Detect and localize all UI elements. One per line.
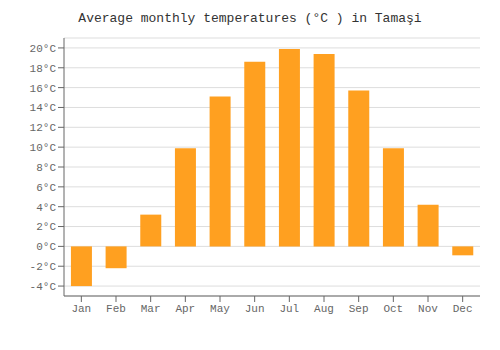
svg-text:-4°C: -4°C [30, 281, 57, 293]
svg-text:Mar: Mar [141, 303, 161, 315]
svg-text:20°C: 20°C [30, 43, 57, 55]
svg-text:18°C: 18°C [30, 63, 57, 75]
svg-text:6°C: 6°C [36, 182, 56, 194]
svg-text:Sep: Sep [349, 303, 369, 315]
svg-text:14°C: 14°C [30, 102, 57, 114]
svg-text:10°C: 10°C [30, 142, 57, 154]
svg-text:16°C: 16°C [30, 83, 57, 95]
svg-text:8°C: 8°C [36, 162, 56, 174]
svg-text:0°C: 0°C [36, 241, 56, 253]
svg-text:Feb: Feb [106, 303, 126, 315]
svg-text:Nov: Nov [418, 303, 438, 315]
svg-text:Oct: Oct [383, 303, 403, 315]
svg-text:Dec: Dec [453, 303, 473, 315]
svg-text:-2°C: -2°C [30, 261, 57, 273]
svg-text:Jan: Jan [71, 303, 91, 315]
html-text:Average monthly temperatures (: Average monthly temperatures (°C ) in Ta… [78, 11, 422, 26]
svg-text:Jun: Jun [245, 303, 265, 315]
svg-text:Aug: Aug [314, 303, 334, 315]
svg-text:Jul: Jul [279, 303, 299, 315]
svg-text:4°C: 4°C [36, 202, 56, 214]
svg-text:Apr: Apr [175, 303, 195, 315]
svg-text:May: May [210, 303, 230, 315]
svg-text:12°C: 12°C [30, 122, 57, 134]
svg-text:2°C: 2°C [36, 221, 56, 233]
